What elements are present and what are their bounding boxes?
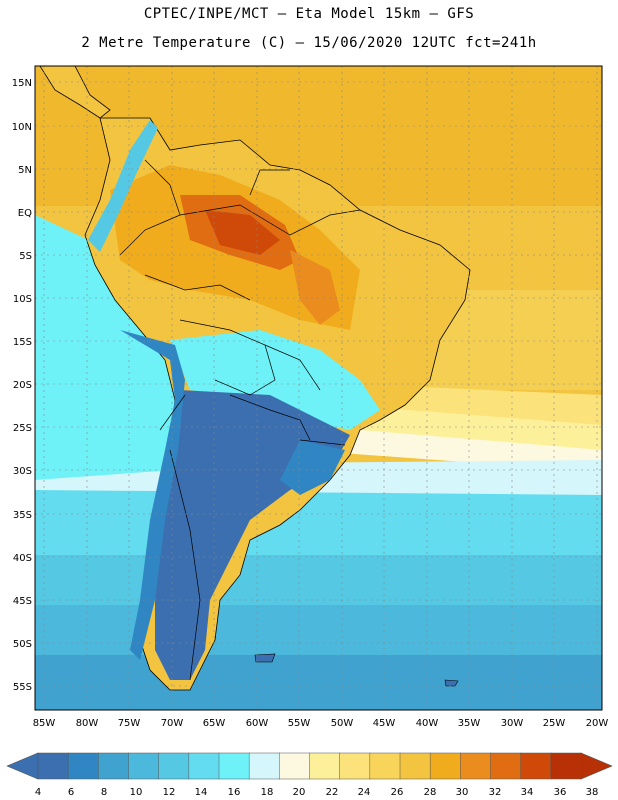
graticule [35, 66, 602, 710]
lon-label: 25W [543, 718, 566, 729]
legend-swatch [188, 752, 220, 780]
legend-swatch [429, 752, 461, 780]
legend-swatch [67, 752, 99, 780]
legend-label: 16 [228, 787, 241, 798]
lon-label: 60W [246, 718, 269, 729]
legend-label: 10 [130, 787, 143, 798]
lat-label: 40S [13, 553, 32, 564]
color-legend: 4 6 8 10 12 14 16 18 20 22 24 26 28 30 3… [6, 752, 613, 798]
legend-swatch [248, 752, 280, 780]
lat-label: EQ [18, 208, 32, 219]
legend-swatch [339, 752, 371, 780]
legend-swatch [128, 752, 160, 780]
lon-label: 55W [288, 718, 311, 729]
legend-swatch [37, 752, 69, 780]
lat-label: 5S [19, 251, 32, 262]
legend-label: 20 [293, 787, 306, 798]
lon-label: 80W [76, 718, 99, 729]
lat-label: 25S [13, 423, 32, 434]
legend-label: 36 [554, 787, 567, 798]
legend-swatch [218, 752, 250, 780]
map-frame [34, 65, 603, 711]
legend-label: 6 [68, 787, 74, 798]
legend-swatch [369, 752, 401, 780]
legend-label: 22 [326, 787, 339, 798]
lon-label: 45W [373, 718, 396, 729]
map-title-line-1: CPTEC/INPE/MCT – Eta Model 15km – GFS [143, 6, 475, 22]
legend-low-arrow [6, 752, 39, 780]
legend-swatch [490, 752, 522, 780]
legend-label: 24 [358, 787, 371, 798]
legend-swatch [460, 752, 492, 780]
temperature-field [35, 66, 602, 710]
lon-label: 70W [161, 718, 184, 729]
legend-swatch [98, 752, 130, 780]
legend-label: 12 [163, 787, 176, 798]
lat-label: 20S [13, 380, 32, 391]
legend-label: 32 [489, 787, 502, 798]
lon-label: 30W [501, 718, 524, 729]
legend-swatch [158, 752, 190, 780]
lon-label: 35W [458, 718, 481, 729]
lat-label: 55S [13, 682, 32, 693]
legend-label: 14 [195, 787, 208, 798]
lat-label: 35S [13, 510, 32, 521]
lat-label: 5N [18, 165, 32, 176]
lon-label: 75W [118, 718, 141, 729]
lon-label: 20W [586, 718, 609, 729]
legend-label: 38 [586, 787, 599, 798]
longitude-labels: 85W 80W 75W 70W 65W 60W 55W 50W 45W 40W … [33, 718, 609, 729]
lon-label: 85W [33, 718, 56, 729]
legend-label: 34 [521, 787, 534, 798]
latitude-labels: 15N 10N 5N EQ 5S 10S 15S 20S 25S 30S 35S… [12, 78, 32, 693]
legend-swatch [279, 752, 311, 780]
lat-label: 15S [13, 337, 32, 348]
lat-label: 10N [12, 122, 32, 133]
lat-label: 30S [13, 466, 32, 477]
legend-high-arrow [580, 752, 613, 780]
legend-label: 18 [261, 787, 274, 798]
legend-swatch [550, 752, 582, 780]
map-title-line-2: 2 Metre Temperature (C) – 15/06/2020 12U… [81, 35, 537, 51]
legend-label: 26 [391, 787, 404, 798]
lon-label: 40W [416, 718, 439, 729]
legend-label: 4 [35, 787, 41, 798]
lat-label: 10S [13, 294, 32, 305]
lon-label: 65W [203, 718, 226, 729]
lon-label: 50W [331, 718, 354, 729]
legend-label: 28 [424, 787, 437, 798]
lat-label: 15N [12, 78, 32, 89]
legend-swatch [399, 752, 431, 780]
legend-label: 8 [101, 787, 107, 798]
lat-label: 50S [13, 639, 32, 650]
lat-label: 45S [13, 596, 32, 607]
legend-label: 30 [456, 787, 469, 798]
legend-swatch [520, 752, 552, 780]
country-borders [119, 159, 361, 681]
legend-swatch [309, 752, 341, 780]
